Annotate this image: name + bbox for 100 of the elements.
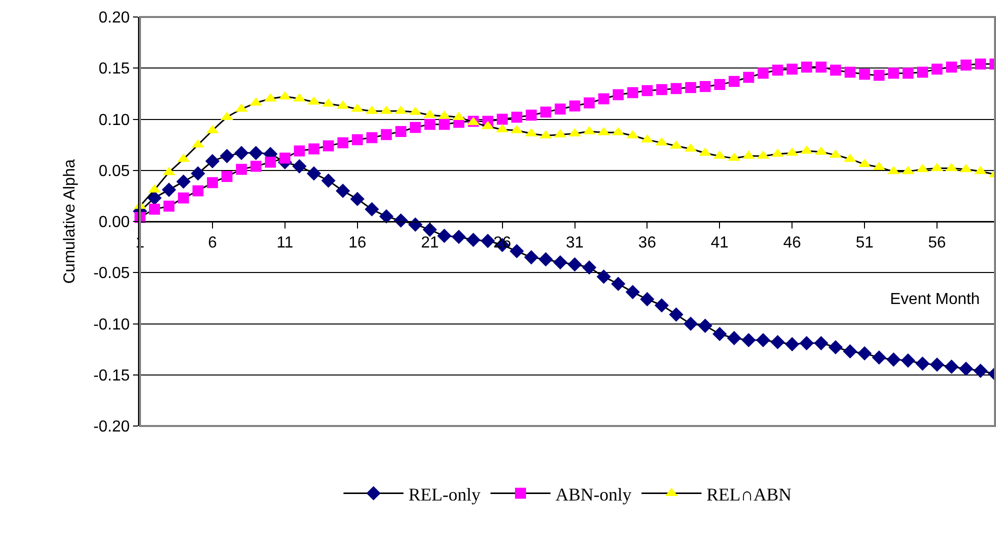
x-tick-label: 31 xyxy=(566,234,584,252)
point xyxy=(930,358,944,372)
point xyxy=(510,244,524,258)
point xyxy=(584,97,595,108)
y-tick-label: -0.10 xyxy=(93,316,130,334)
point xyxy=(321,173,336,188)
point xyxy=(336,184,350,198)
point xyxy=(627,87,638,98)
point xyxy=(872,350,886,365)
point xyxy=(148,204,160,215)
point xyxy=(236,164,247,175)
point xyxy=(642,85,653,96)
point xyxy=(306,166,322,181)
point xyxy=(944,360,959,374)
point xyxy=(163,200,174,212)
point xyxy=(654,298,669,312)
point xyxy=(874,70,885,81)
point xyxy=(395,126,406,138)
point xyxy=(960,60,972,71)
point xyxy=(844,66,856,78)
point xyxy=(828,340,843,354)
point xyxy=(743,72,754,83)
legend-label: ABN-only xyxy=(556,484,632,504)
point xyxy=(656,84,668,96)
point xyxy=(379,209,394,224)
point xyxy=(511,112,522,123)
point xyxy=(772,64,784,76)
point xyxy=(568,257,582,272)
point xyxy=(801,62,812,73)
point xyxy=(888,68,900,79)
y-tick-label: 0.05 xyxy=(98,162,130,180)
point xyxy=(816,62,827,73)
point xyxy=(932,64,943,75)
point xyxy=(380,129,392,140)
point xyxy=(685,82,696,94)
point xyxy=(886,352,901,367)
y-tick-label: -0.05 xyxy=(93,265,130,282)
point xyxy=(220,148,234,164)
point xyxy=(364,202,380,216)
point xyxy=(438,118,450,130)
y-tick-label: 0.15 xyxy=(98,60,130,78)
point xyxy=(322,140,334,152)
point xyxy=(612,89,624,100)
point xyxy=(770,335,785,350)
point xyxy=(192,185,204,196)
point xyxy=(640,292,654,306)
point xyxy=(366,132,378,144)
point xyxy=(250,160,262,172)
point xyxy=(799,336,814,350)
y-tick-label: -0.15 xyxy=(93,367,130,384)
point xyxy=(424,118,436,130)
point xyxy=(205,154,220,168)
point xyxy=(221,171,232,182)
point xyxy=(915,356,930,371)
point xyxy=(352,134,363,146)
x-tick-label: 11 xyxy=(276,234,294,252)
point xyxy=(480,234,495,248)
point xyxy=(264,156,276,168)
point xyxy=(538,252,553,266)
point xyxy=(670,83,682,94)
point xyxy=(408,217,422,232)
point xyxy=(857,346,872,361)
x-tick-label: 6 xyxy=(208,234,218,252)
point xyxy=(190,166,206,181)
point xyxy=(611,276,626,292)
point xyxy=(466,232,480,248)
point xyxy=(337,137,348,148)
point xyxy=(234,146,249,160)
point xyxy=(946,62,958,73)
point xyxy=(669,307,684,322)
point xyxy=(786,64,798,75)
point xyxy=(900,353,916,368)
point xyxy=(700,81,711,92)
point xyxy=(958,362,974,376)
point xyxy=(162,182,176,197)
point xyxy=(524,250,538,264)
point xyxy=(292,159,307,174)
point xyxy=(902,68,914,79)
point xyxy=(496,114,508,125)
x-tick-label: 36 xyxy=(638,234,656,252)
point xyxy=(741,332,756,348)
point xyxy=(917,66,928,78)
point xyxy=(842,344,858,359)
point xyxy=(712,326,727,342)
point xyxy=(596,270,611,284)
point xyxy=(830,64,842,76)
point xyxy=(248,146,264,160)
point xyxy=(178,192,189,204)
point xyxy=(975,58,986,70)
y-tick-label: -0.20 xyxy=(93,418,130,436)
x-tick-label: 16 xyxy=(348,234,366,252)
point xyxy=(727,330,742,346)
legend-label: REL∩ABN xyxy=(706,484,792,504)
point xyxy=(684,316,698,331)
x-tick-label: 56 xyxy=(928,234,946,252)
y-axis-title: Cumulative Alpha xyxy=(62,159,79,284)
y-tick-label: 0.00 xyxy=(98,214,130,232)
point xyxy=(540,106,552,118)
point xyxy=(569,100,580,112)
x-tick-label: 21 xyxy=(420,234,439,252)
